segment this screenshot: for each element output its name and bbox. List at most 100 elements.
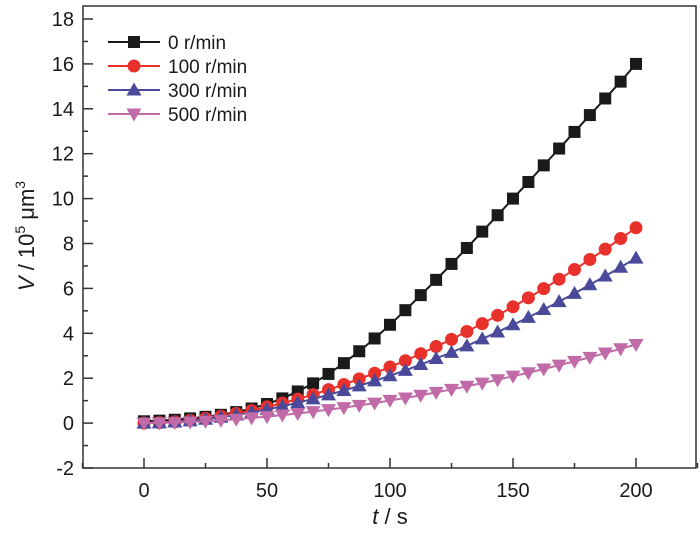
data-point (274, 409, 290, 423)
data-point (630, 57, 642, 70)
data-point (213, 414, 229, 428)
data-point (583, 109, 596, 122)
data-point (568, 125, 581, 138)
legend-marker (126, 82, 142, 96)
data-point (167, 417, 183, 431)
data-point (520, 309, 536, 323)
data-point (244, 412, 260, 426)
data-point (551, 294, 567, 308)
data-point (321, 404, 336, 418)
data-point (613, 343, 629, 357)
data-point (430, 273, 443, 286)
y-tick-label: 14 (52, 99, 74, 121)
data-point (382, 368, 398, 382)
data-point (614, 232, 628, 246)
data-point (521, 291, 535, 305)
data-point (367, 373, 383, 387)
data-point (274, 398, 290, 412)
y-axis-label: V / 105 μm3 (12, 181, 39, 291)
axis-ticks: 0 50 100 150 200 -2 0 2 4 6 8 10 12 14 16 18 (52, 9, 699, 502)
series-500-r-min (136, 339, 644, 431)
data-point (368, 332, 381, 345)
legend-label: 300 r/min (168, 81, 247, 102)
data-point (445, 332, 458, 346)
data-point (413, 389, 429, 403)
data-point (536, 363, 552, 377)
y-tick-label: 6 (63, 278, 74, 300)
data-point (351, 399, 367, 413)
y-tick-label: 0 (63, 413, 74, 435)
series-group (136, 57, 644, 431)
data-point (553, 142, 566, 155)
data-point (507, 192, 519, 205)
data-point (582, 351, 598, 365)
data-point (582, 277, 598, 291)
data-point (491, 308, 505, 322)
legend-marker (128, 36, 140, 48)
data-point (336, 383, 352, 397)
legend-label: 500 r/min (168, 105, 247, 126)
data-point (537, 282, 551, 296)
data-point (182, 416, 198, 430)
data-point (428, 386, 444, 400)
data-point (475, 317, 489, 331)
legend-marker (127, 59, 141, 73)
x-tick-label: 150 (496, 480, 529, 502)
y-tick-label: 16 (52, 54, 74, 76)
data-point (444, 383, 459, 397)
data-point (397, 392, 413, 406)
data-point (305, 391, 321, 405)
legend-marker (126, 108, 142, 122)
data-point (629, 221, 643, 235)
y-tick-label: 12 (52, 144, 74, 166)
data-point (628, 339, 644, 353)
data-point (568, 263, 581, 277)
data-point (322, 367, 335, 380)
data-point (505, 317, 521, 331)
data-point (460, 325, 474, 339)
data-point (228, 413, 244, 427)
data-point (613, 259, 629, 273)
x-tick-label: 200 (619, 480, 652, 502)
data-point (290, 407, 306, 421)
x-tick-label: 0 (138, 480, 149, 502)
data-point (567, 355, 582, 369)
data-point (337, 357, 350, 370)
data-point (290, 395, 306, 409)
data-point (459, 338, 475, 352)
data-point (459, 380, 475, 394)
data-point (505, 370, 521, 384)
x-tick-label: 50 (256, 480, 278, 502)
data-point (537, 159, 550, 172)
data-point (305, 406, 321, 420)
data-point (368, 366, 382, 380)
y-tick-label: 8 (63, 234, 74, 256)
data-point (382, 394, 398, 408)
data-point (628, 250, 644, 264)
data-point (552, 272, 566, 286)
data-point (599, 92, 612, 105)
data-point (399, 304, 412, 317)
data-point (598, 242, 612, 256)
data-point (491, 209, 504, 222)
data-point (307, 377, 320, 390)
data-point (522, 175, 535, 188)
y-tick-label: 10 (52, 189, 74, 211)
data-point (428, 350, 444, 364)
data-point (414, 347, 428, 361)
data-point (520, 367, 536, 381)
data-point (583, 252, 597, 266)
x-axis-label: t / s (372, 504, 407, 529)
data-point (597, 347, 613, 361)
y-tick-label: 4 (63, 323, 74, 345)
data-point (198, 415, 213, 429)
data-point (383, 360, 397, 374)
data-point (490, 374, 506, 388)
data-point (474, 377, 490, 391)
y-tick-label: -2 (56, 458, 74, 480)
data-point (384, 318, 396, 331)
data-point (474, 331, 490, 345)
data-point (414, 289, 427, 302)
data-point (397, 362, 413, 376)
data-point (367, 397, 383, 411)
